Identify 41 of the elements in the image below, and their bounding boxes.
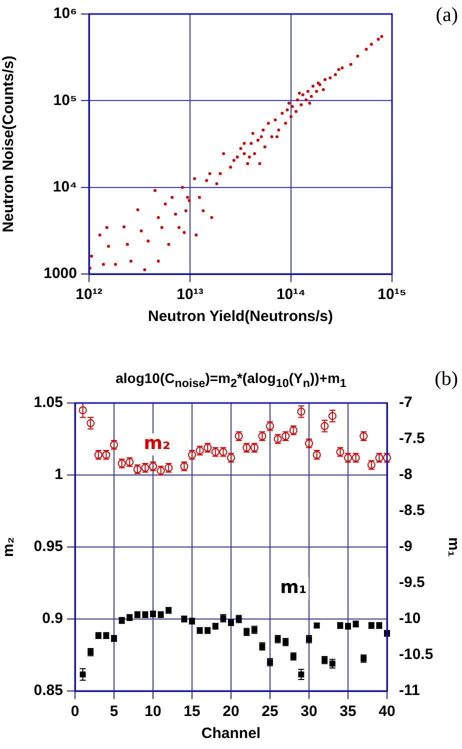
x-tick-label: 15 — [184, 703, 200, 720]
y2-tick-label: -7.5 — [399, 430, 425, 448]
x-tick-label: 0 — [70, 703, 80, 720]
y-tick-label: 10⁶ — [53, 5, 77, 22]
x-tick-label: 40 — [378, 703, 396, 720]
y2-tick-label: -8 — [399, 466, 412, 484]
y-axis-title: Neutron Noise(Counts/s) — [0, 56, 18, 232]
y2-tick-label: -10 — [399, 610, 421, 628]
x-tick-label: 10¹⁵ — [378, 286, 406, 304]
y2-tick-label: -9 — [399, 538, 412, 556]
x-tick-label: 10¹³ — [176, 286, 204, 304]
y2-tick-label: -9.5 — [399, 574, 425, 592]
y2-axis-title: m₁ — [444, 537, 462, 557]
x-tick-label: 35 — [340, 703, 356, 720]
x-tick-label: 10¹⁴ — [276, 286, 306, 304]
x-axis-title: Channel — [201, 725, 261, 742]
text: (a) — [436, 4, 458, 27]
chart-title: alog10(C$_{noise}$)=m$_{2}$*(alog$_{10}$(Y$_{n}$))+m$_{1}$ — [116, 370, 346, 390]
y-tick-label: 0.9 — [42, 610, 63, 628]
y-tick-label: 10⁴ — [52, 178, 77, 196]
y2-tick-label: -10.5 — [399, 646, 434, 664]
y2-tick-label: -8.5 — [399, 502, 425, 520]
y-tick-label: 1 — [54, 466, 63, 484]
x-tick-label: 20 — [222, 703, 240, 720]
x-tick-label: 10¹² — [76, 286, 102, 304]
y2-tick-label: -7 — [399, 394, 412, 412]
y2-tick-label: -11 — [399, 682, 420, 700]
x-tick-label: 30 — [300, 703, 318, 720]
y-tick-label: 10⁵ — [53, 92, 77, 109]
x-tick-label: 5 — [110, 703, 118, 720]
text: (b) — [434, 368, 458, 391]
y-tick-label: 1.05 — [34, 394, 63, 412]
series-label: m₂ — [144, 433, 170, 454]
x-tick-label: 10 — [144, 703, 162, 720]
y-tick-label: 0.85 — [34, 682, 63, 700]
x-tick-label: 25 — [262, 703, 278, 720]
series-label: m₁ — [280, 577, 307, 598]
y-axis-title: m₂ — [0, 536, 18, 558]
y-tick-label: 0.95 — [34, 538, 63, 556]
x-axis-title: Neutron Yield(Neutrons/s) — [148, 308, 334, 326]
y-tick-label: 1000 — [44, 265, 77, 282]
